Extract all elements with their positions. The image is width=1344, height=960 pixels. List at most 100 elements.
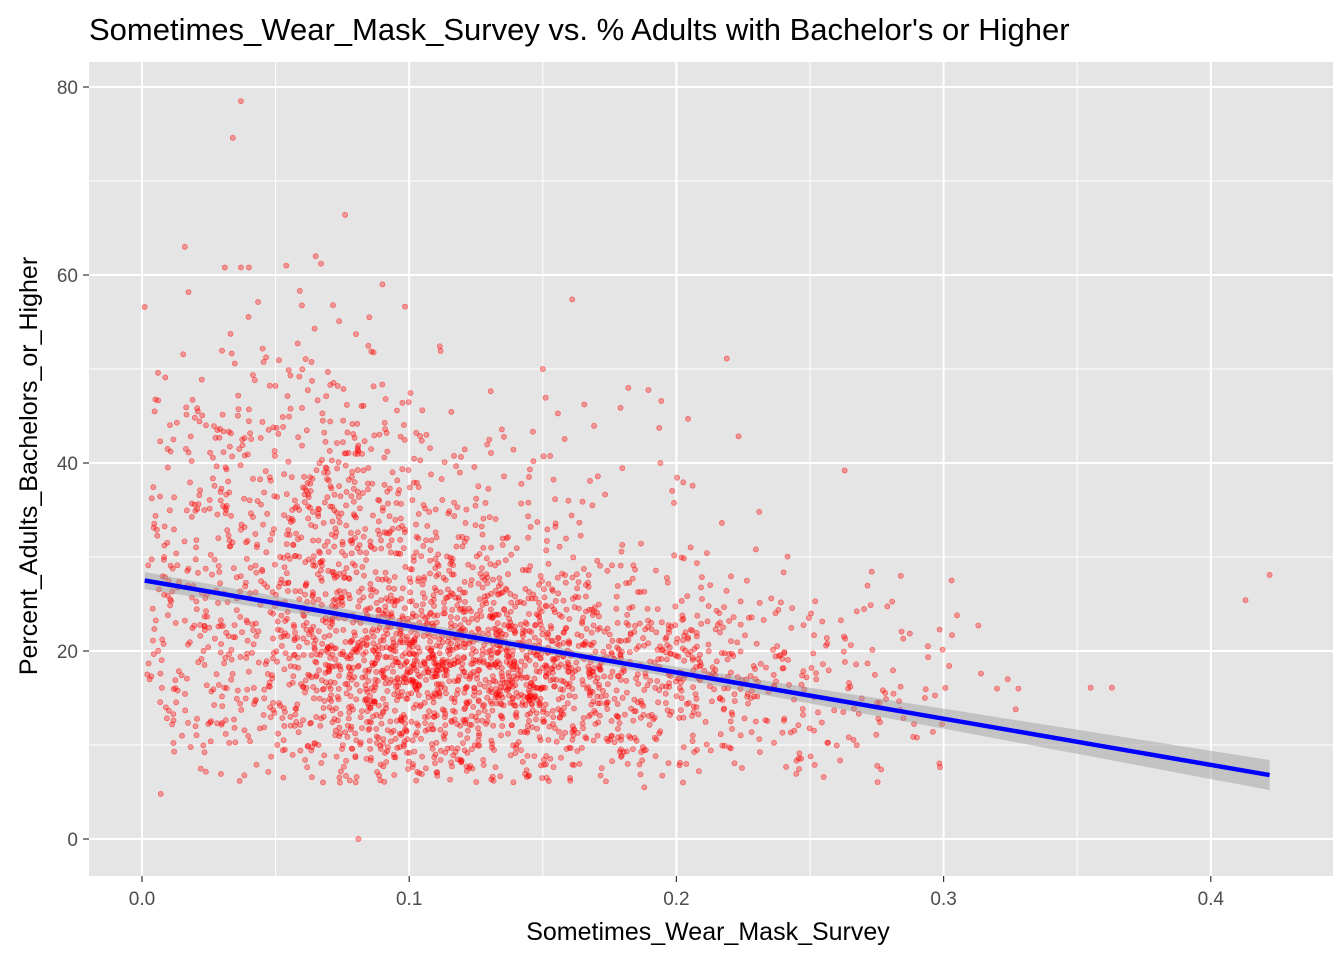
data-point	[475, 725, 481, 731]
data-point	[518, 747, 524, 754]
data-point	[501, 473, 507, 480]
data-point	[617, 404, 624, 411]
data-point	[148, 556, 155, 563]
data-point	[327, 381, 334, 388]
data-point	[559, 694, 566, 701]
data-point	[673, 678, 679, 685]
data-point	[462, 627, 468, 634]
data-point	[747, 673, 754, 679]
data-point	[376, 531, 383, 538]
data-point	[906, 630, 913, 637]
data-point	[410, 554, 417, 560]
data-point	[517, 729, 524, 735]
data-point	[719, 520, 725, 526]
data-point	[807, 753, 814, 760]
data-point	[148, 495, 155, 502]
data-point	[591, 609, 597, 616]
data-point	[291, 637, 298, 644]
data-point	[326, 704, 333, 711]
data-point	[842, 659, 848, 665]
data-point	[424, 690, 431, 696]
data-point	[604, 706, 611, 712]
data-point	[343, 488, 350, 495]
data-point	[315, 537, 322, 544]
data-point	[800, 622, 807, 628]
data-point	[150, 484, 157, 491]
data-point	[346, 595, 353, 602]
data-point	[548, 638, 555, 645]
data-point	[432, 529, 439, 536]
data-point	[519, 702, 526, 708]
data-point	[357, 620, 364, 626]
data-point	[351, 632, 358, 639]
data-point	[781, 715, 788, 722]
data-point	[435, 562, 442, 569]
data-point	[318, 677, 325, 683]
data-point	[188, 458, 195, 464]
data-point	[217, 771, 224, 777]
regression-fit	[144, 572, 1270, 791]
data-point	[316, 695, 323, 702]
data-point	[321, 752, 328, 759]
data-point	[447, 646, 454, 653]
data-point	[737, 686, 744, 692]
data-point	[623, 580, 629, 586]
data-point	[598, 765, 605, 772]
data-point	[613, 605, 620, 612]
data-point	[474, 675, 480, 682]
data-point	[340, 417, 346, 424]
data-point	[280, 737, 287, 744]
data-point	[387, 646, 394, 653]
data-point	[252, 696, 259, 703]
data-point	[402, 564, 409, 570]
data-point	[270, 707, 277, 713]
data-point	[239, 442, 246, 449]
data-point	[365, 668, 372, 675]
data-point	[779, 665, 786, 672]
data-point	[625, 622, 632, 629]
data-point	[498, 426, 505, 433]
data-point	[629, 575, 636, 582]
data-point	[639, 757, 646, 764]
data-point	[377, 745, 384, 752]
data-point	[304, 598, 311, 605]
data-point	[1242, 597, 1249, 604]
data-point	[485, 485, 492, 492]
data-point	[300, 717, 306, 723]
data-point	[488, 689, 495, 696]
data-point	[318, 577, 325, 584]
data-point	[511, 702, 518, 709]
data-point	[566, 692, 573, 699]
data-point	[245, 418, 252, 424]
data-point	[475, 698, 482, 705]
data-point	[310, 599, 317, 605]
data-point	[591, 422, 597, 429]
data-point	[594, 626, 601, 633]
data-point	[579, 620, 586, 627]
data-point	[207, 551, 214, 558]
data-point	[153, 526, 160, 533]
data-point	[713, 658, 720, 665]
data-point	[433, 642, 440, 649]
data-point	[281, 564, 288, 570]
data-point	[597, 667, 604, 673]
data-point	[389, 525, 396, 532]
data-point	[260, 358, 267, 365]
data-point	[390, 727, 397, 734]
data-point	[155, 647, 162, 654]
data-point	[537, 618, 543, 624]
data-point	[284, 393, 291, 399]
data-point	[788, 624, 795, 631]
data-point	[226, 740, 233, 746]
data-point	[290, 622, 297, 628]
data-point	[366, 314, 373, 321]
data-point	[680, 779, 686, 786]
data-point	[330, 302, 336, 309]
data-point	[274, 626, 281, 633]
data-point	[410, 761, 416, 768]
data-point	[309, 537, 316, 544]
data-point	[270, 526, 277, 532]
data-point	[585, 664, 592, 670]
data-point	[529, 724, 535, 730]
data-point	[377, 637, 384, 644]
